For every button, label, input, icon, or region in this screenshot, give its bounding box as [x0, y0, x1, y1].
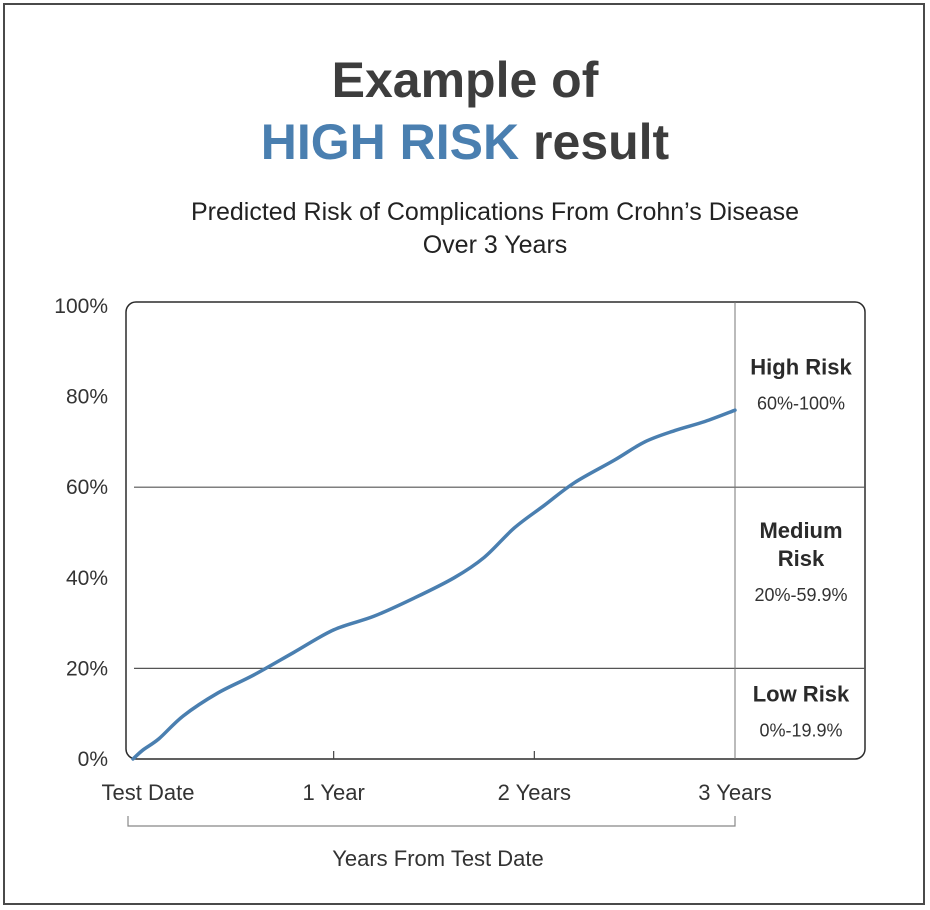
y-tick-label: 20%: [66, 657, 108, 680]
x-axis-bracket: [127, 816, 736, 827]
page-title-line1: Example of: [331, 52, 599, 108]
outer-frame: [3, 3, 925, 905]
zone-name-label: Low Risk: [753, 682, 850, 707]
y-tick-label: 80%: [66, 386, 108, 409]
zone-name-label: Risk: [778, 546, 825, 571]
y-tick-label: 40%: [66, 567, 108, 590]
x-tick-label: Test Date: [102, 780, 195, 805]
zone-range-label: 60%-100%: [757, 394, 845, 414]
risk-series-line: [131, 408, 737, 761]
x-tick-label: 1 Year: [302, 780, 364, 805]
x-tick-label: 2 Years: [498, 780, 571, 805]
x-axis-label: Years From Test Date: [332, 846, 544, 871]
chart-title-line2: Over 3 Years: [422, 231, 568, 259]
zone-name-label: Medium: [759, 518, 842, 543]
y-tick-label: 100%: [54, 295, 108, 318]
x-tick-label: 3 Years: [698, 780, 771, 805]
page-title-rest: result: [533, 114, 670, 170]
page-title-line2: HIGH RISK result: [0, 112, 930, 172]
chart-title: Predicted Risk of Complications From Cro…: [0, 196, 930, 262]
zone-range-label: 0%-19.9%: [759, 721, 842, 741]
zone-range-label: 20%-59.9%: [754, 585, 847, 605]
zone-name-label: High Risk: [750, 355, 852, 380]
y-tick-label: 0%: [78, 748, 108, 771]
plot-frame: [125, 301, 866, 760]
y-tick-label: 60%: [66, 476, 108, 499]
high-risk-highlight: HIGH RISK: [260, 114, 520, 170]
chart-title-line1: Predicted Risk of Complications From Cro…: [190, 198, 800, 226]
